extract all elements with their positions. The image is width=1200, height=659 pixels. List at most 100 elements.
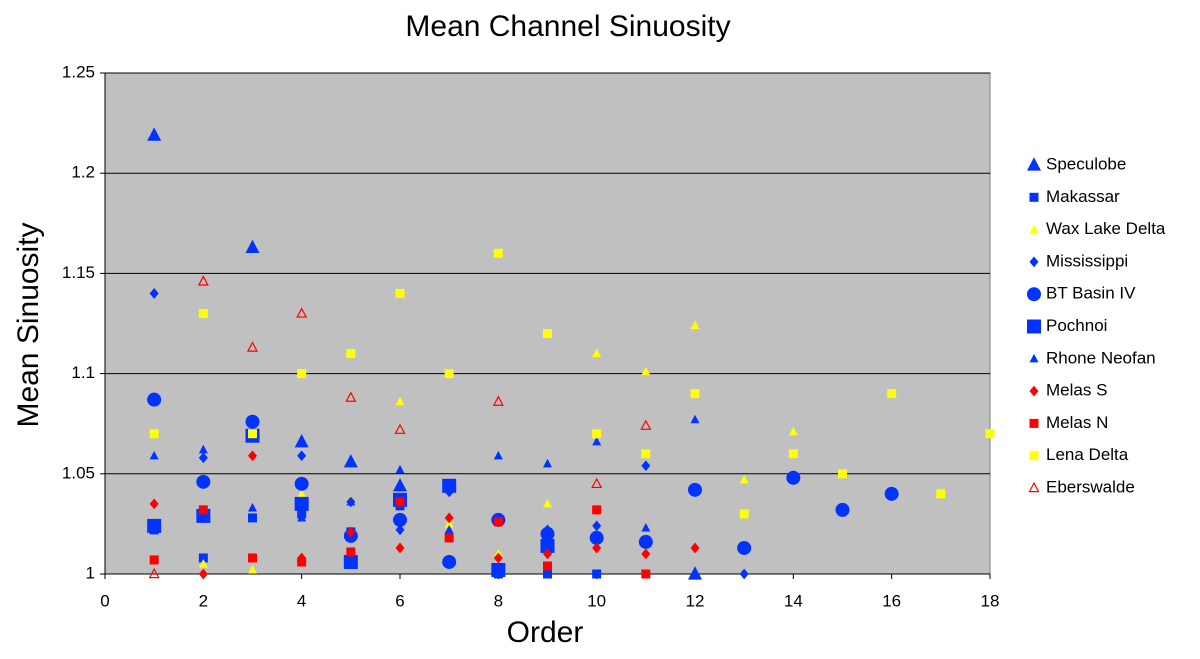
legend-marker [1029, 256, 1039, 268]
data-point [641, 449, 651, 459]
data-point [641, 460, 651, 472]
data-point [346, 349, 356, 359]
y-tick-label: 1.25 [62, 62, 95, 81]
data-point [198, 553, 208, 563]
legend-label: Lena Delta [1046, 445, 1129, 464]
data-point [346, 496, 356, 506]
data-point [739, 509, 749, 519]
data-point [887, 389, 897, 399]
data-point [198, 559, 208, 568]
y-tick-label: 1.05 [62, 463, 95, 482]
data-point [248, 565, 257, 574]
data-point [395, 464, 405, 474]
data-point [491, 562, 506, 577]
data-point [393, 512, 407, 527]
data-point [248, 513, 257, 523]
data-point [196, 474, 211, 489]
data-point [444, 524, 454, 534]
data-point [592, 542, 602, 554]
legend-label: Eberswalde [1046, 477, 1135, 496]
data-point [442, 554, 457, 569]
data-point [147, 127, 162, 141]
legend-marker [1027, 157, 1041, 171]
data-point [245, 239, 260, 253]
data-point [248, 553, 257, 563]
data-point [543, 498, 552, 508]
data-point [936, 489, 946, 499]
data-point [592, 569, 602, 579]
data-point [395, 524, 405, 536]
data-point [688, 566, 702, 580]
data-point [543, 329, 552, 339]
data-point [297, 512, 307, 522]
x-tick-label: 8 [494, 591, 503, 610]
data-point [688, 482, 702, 497]
data-point [543, 569, 552, 579]
data-point [198, 444, 208, 454]
data-point [346, 526, 356, 538]
legend-marker [1029, 451, 1039, 461]
legend-marker [1028, 481, 1040, 493]
data-point [248, 502, 257, 512]
data-point [493, 248, 503, 258]
data-point [148, 567, 160, 579]
data-point [343, 554, 358, 569]
x-tick-label: 10 [587, 591, 606, 610]
data-point [641, 366, 651, 376]
data-point [493, 517, 503, 527]
legend-label: BT Basin IV [1046, 284, 1136, 303]
data-point [884, 486, 899, 501]
data-point [641, 548, 651, 560]
data-point [442, 478, 457, 493]
data-point [394, 423, 406, 434]
x-tick-label: 6 [395, 591, 404, 610]
data-point [147, 518, 162, 533]
data-point [591, 477, 603, 489]
legend-marker [1029, 192, 1039, 202]
data-point [589, 530, 604, 545]
data-point [492, 395, 504, 406]
data-point [540, 526, 555, 541]
data-point [343, 454, 358, 468]
data-point [294, 496, 309, 511]
data-point [838, 469, 847, 479]
legend-label: Melas S [1046, 381, 1107, 400]
data-point [444, 369, 454, 379]
x-tick-label: 4 [297, 591, 306, 610]
data-point [493, 552, 503, 564]
data-point [345, 391, 357, 402]
data-point [444, 533, 454, 543]
data-point [395, 497, 405, 507]
legend-label: Pochnoi [1046, 316, 1107, 335]
data-point [788, 426, 798, 436]
legend-marker [1027, 287, 1041, 302]
data-point [592, 429, 602, 439]
data-point [690, 414, 700, 424]
data-point [297, 488, 307, 498]
data-point [198, 308, 208, 318]
data-point [147, 392, 162, 407]
legend-marker [1029, 418, 1039, 428]
y-tick-label: 1.2 [71, 163, 95, 182]
legend-label: Melas N [1046, 413, 1108, 432]
data-point [690, 542, 700, 554]
y-tick-label: 1 [86, 563, 95, 582]
legend-label: Rhone Neofan [1046, 348, 1156, 367]
data-point [247, 341, 258, 352]
data-point [540, 538, 555, 553]
data-point [592, 505, 602, 515]
data-point [245, 414, 260, 429]
legend-marker [1029, 353, 1039, 363]
data-point [395, 288, 405, 298]
plot-area [104, 72, 991, 575]
data-point [985, 429, 995, 439]
legend-label: Speculobe [1046, 154, 1126, 173]
x-tick-label: 0 [100, 591, 109, 610]
data-point [641, 522, 651, 532]
legend-marker [1029, 385, 1039, 397]
data-point [444, 512, 454, 524]
x-axis-title: Order [507, 616, 584, 649]
data-point [393, 478, 407, 492]
data-point [640, 419, 652, 430]
